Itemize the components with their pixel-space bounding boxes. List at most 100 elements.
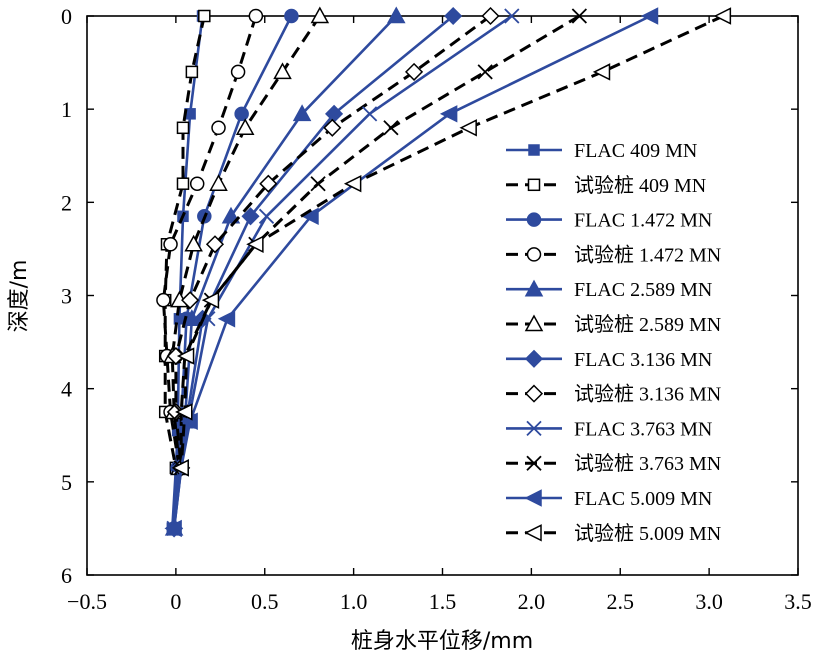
legend-marker [524,524,542,542]
axis-ticks [86,15,799,576]
y-tick-label: 5 [61,470,72,495]
legend-entry: FLAC 409 MN [506,140,697,162]
legend-entry: 试验桩 5.009 MN [506,522,721,545]
data-point [230,64,246,80]
legend-entry: 试验桩 409 MN [506,174,706,197]
data-point [310,176,326,192]
series-test-11 [171,7,732,477]
series-line [179,14,581,468]
data-point [387,6,406,24]
legend-label: FLAC 3.763 MN [574,418,712,440]
series-test-7 [166,6,500,477]
y-tick-label: 3 [61,284,72,309]
data-point [198,9,211,23]
series-line [172,14,455,529]
data-point [323,118,342,137]
y-tick-label: 6 [61,563,72,588]
data-point [284,8,299,24]
series-line [161,15,258,469]
legend-entry: 试验桩 3.763 MN [506,452,721,475]
x-tick-label: 3.5 [784,589,812,614]
data-point [235,118,255,136]
y-tick-label: 2 [61,190,72,215]
x-tick-label: 1.5 [429,589,457,614]
legend-entry: FLAC 3.136 MN [506,349,712,371]
data-point [592,63,611,81]
legend-label: 试验桩 5.009 MN [574,522,721,545]
legend-label: FLAC 409 MN [574,140,697,162]
legend-marker [524,489,542,507]
data-point [310,6,330,24]
data-point [164,519,182,538]
data-point [481,6,500,26]
data-point [211,120,226,136]
data-point [713,7,732,25]
data-point [234,106,249,122]
legend-label: FLAC 1.472 MN [574,210,712,232]
legend-marker [524,384,544,403]
legend-label: 试验桩 409 MN [574,174,706,197]
series-line [174,14,492,469]
series-line [172,14,652,529]
x-tick-label: 2.5 [607,589,635,614]
legend-entry: FLAC 5.009 MN [506,488,712,510]
legend: FLAC 409 MN 试验桩 409 MN FLAC 1.472 MN 试验桩 1.… [506,140,721,545]
data-point [189,176,205,191]
data-point [176,177,190,190]
data-point [444,6,463,26]
x-axis-title: 桩身水平位移/mm [351,629,533,654]
x-tick-label: −0.5 [67,589,107,614]
data-point [292,104,312,122]
data-point [209,174,228,191]
legend-marker [524,279,544,297]
data-point [258,208,275,224]
legend-marker [526,247,542,262]
legend-marker [526,455,542,471]
data-point [343,174,362,193]
data-point [571,8,588,24]
legend-marker [528,144,540,156]
data-point [184,234,203,252]
legend-entry: 试验桩 1.472 MN [506,243,721,266]
legend-marker [526,212,542,227]
data-point [248,8,264,24]
data-point [175,403,193,421]
legend-entry: FLAC 1.472 MN [506,210,712,232]
y-tick-label: 4 [61,377,72,402]
legend-label: 试验桩 3.136 MN [574,383,721,406]
data-point [301,207,319,226]
legend-entry: 试验桩 3.136 MN [506,383,721,406]
data-point [181,291,200,310]
legend-marker [526,420,542,437]
data-point [439,105,458,123]
series-layer [156,6,732,538]
data-point [477,64,493,80]
data-point [171,459,189,477]
x-tick-label: 2.0 [518,589,546,614]
data-point [221,206,241,224]
legend-marker [524,314,544,332]
data-point [176,347,195,365]
data-point [246,235,264,253]
data-point [273,62,292,80]
data-point [459,119,477,137]
data-point [640,7,659,25]
x-tick-label: 3.0 [695,589,723,614]
legend-label: FLAC 5.009 MN [574,488,712,510]
legend-marker [527,178,541,192]
legend-label: FLAC 2.589 MN [574,279,712,301]
legend-label: FLAC 3.136 MN [574,349,712,371]
y-tick-label: 1 [61,97,72,122]
data-point [185,65,199,79]
x-tick-label: 1.0 [340,589,368,614]
data-point [156,292,171,308]
legend-entry: 试验桩 2.589 MN [506,313,721,336]
data-point [504,8,520,24]
data-point [163,237,178,252]
data-point [217,310,236,328]
legend-label: 试验桩 3.763 MN [574,452,721,475]
y-axis-title: 深度/m [7,260,32,333]
data-point [176,121,190,135]
y-tick-label: 0 [61,4,72,29]
